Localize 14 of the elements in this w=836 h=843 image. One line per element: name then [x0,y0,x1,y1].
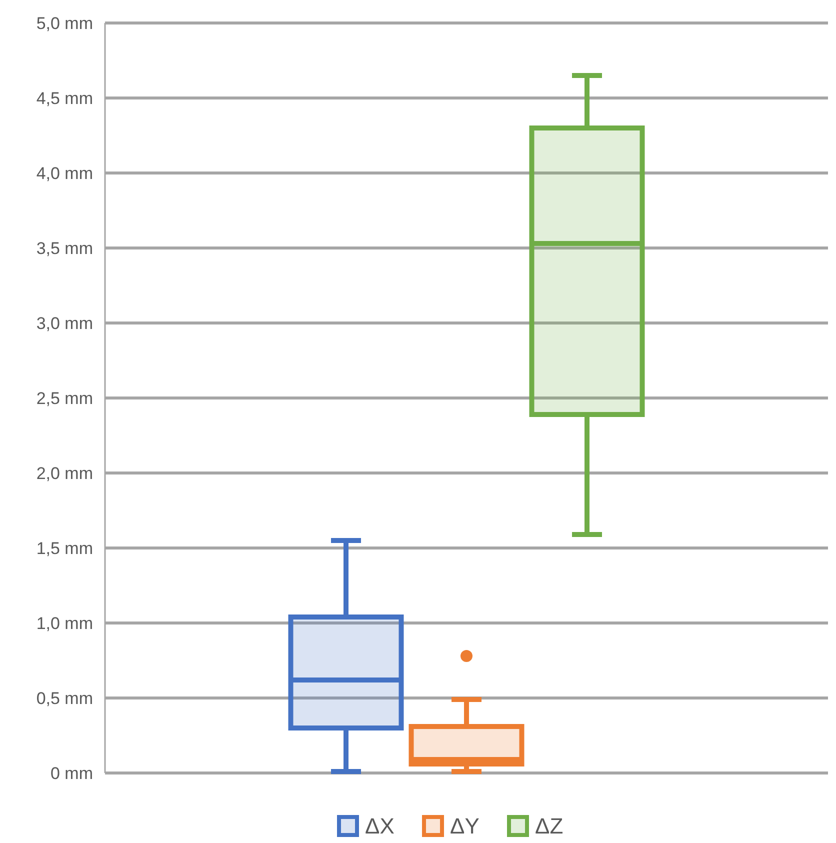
y-tick-label: 3,0 mm [36,314,93,333]
y-tick-label: 4,5 mm [36,88,93,108]
y-tick-label: 4,0 mm [36,164,93,183]
y-tick-label: 0 mm [50,764,93,783]
y-tick-label: 2,0 mm [36,464,93,483]
y-tick-label: 2,5 mm [36,388,93,408]
y-tick-label: 3,5 mm [36,238,93,258]
y-tick-label: 1,0 mm [36,614,93,633]
y-tick-label: 1,5 mm [36,538,93,558]
legend-label: ΔX [365,814,395,839]
legend-label: ΔZ [535,814,564,839]
legend-label: ΔY [450,814,480,839]
y-tick-label: 5,0 mm [36,14,93,33]
y-tick-label: 0,5 mm [36,688,93,708]
